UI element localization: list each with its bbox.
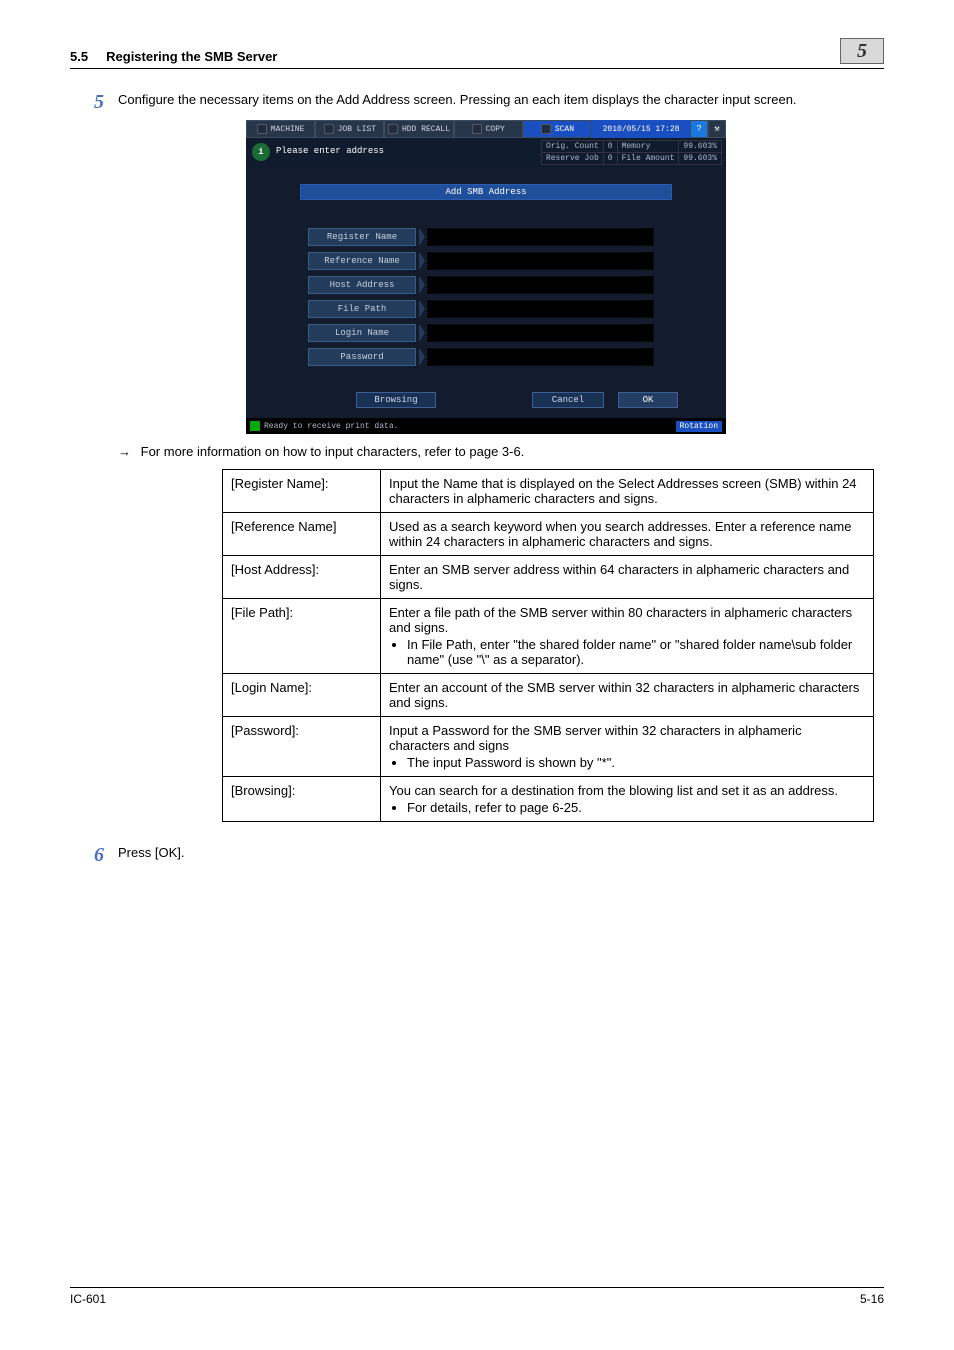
- page-header: 5.5 Registering the SMB Server 5: [70, 0, 884, 69]
- copy-icon: [472, 124, 482, 134]
- file-path-value[interactable]: [427, 300, 654, 318]
- help-icon[interactable]: ?: [690, 120, 708, 138]
- cancel-button[interactable]: Cancel: [532, 392, 604, 408]
- footer-page: 5-16: [860, 1292, 884, 1306]
- step-number-6: 6: [70, 844, 118, 867]
- spec-val: Enter an account of the SMB server withi…: [381, 674, 874, 717]
- chapter-badge: 5: [840, 38, 884, 64]
- login-name-value[interactable]: [427, 324, 654, 342]
- timestamp: 2010/05/15 17:28: [592, 120, 690, 138]
- spec-val: Enter a file path of the SMB server with…: [381, 599, 874, 674]
- login-name-button[interactable]: Login Name: [308, 324, 416, 342]
- section-heading: 5.5 Registering the SMB Server: [70, 49, 277, 64]
- reference-name-value[interactable]: [427, 252, 654, 270]
- host-address-button[interactable]: Host Address: [308, 276, 416, 294]
- add-address-screenshot: MACHINE JOB LIST HDD RECALL COPY SCAN 20…: [246, 120, 884, 434]
- register-name-button[interactable]: Register Name: [308, 228, 416, 246]
- cross-ref: → For more information on how to input c…: [118, 444, 884, 459]
- spec-key: [Login Name]:: [223, 674, 381, 717]
- tab-joblist[interactable]: JOB LIST: [315, 120, 384, 138]
- section-title: Registering the SMB Server: [106, 49, 277, 64]
- spec-key: [Reference Name]: [223, 513, 381, 556]
- ok-button[interactable]: OK: [618, 392, 678, 408]
- host-address-value[interactable]: [427, 276, 654, 294]
- list-icon: [324, 124, 334, 134]
- status-panel: Orig. Count0Memory99.603% Reserve Job0Fi…: [537, 138, 726, 168]
- tab-hdd-recall[interactable]: HDD RECALL: [384, 120, 453, 138]
- hdd-icon: [388, 124, 398, 134]
- spec-val: Input a Password for the SMB server with…: [381, 717, 874, 777]
- spec-val: Input the Name that is displayed on the …: [381, 470, 874, 513]
- tab-scan[interactable]: SCAN: [523, 120, 592, 138]
- panel-title: Add SMB Address: [300, 184, 672, 200]
- tab-machine[interactable]: MACHINE: [246, 120, 315, 138]
- prompt-text: Please enter address: [276, 138, 384, 168]
- step-6-text: Press [OK].: [118, 844, 884, 862]
- scan-icon: [541, 124, 551, 134]
- reference-name-button[interactable]: Reference Name: [308, 252, 416, 270]
- spec-key: [File Path]:: [223, 599, 381, 674]
- info-icon: i: [252, 143, 270, 161]
- page-footer: IC-601 5-16: [70, 1287, 884, 1306]
- file-path-button[interactable]: File Path: [308, 300, 416, 318]
- tab-copy[interactable]: COPY: [454, 120, 523, 138]
- step-5-text: Configure the necessary items on the Add…: [118, 91, 884, 109]
- spec-key: [Host Address]:: [223, 556, 381, 599]
- browsing-button[interactable]: Browsing: [356, 392, 436, 408]
- password-button[interactable]: Password: [308, 348, 416, 366]
- status-text: Ready to receive print data.: [264, 422, 398, 431]
- arrow-icon: →: [118, 444, 131, 459]
- rotation-badge: Rotation: [676, 421, 722, 432]
- service-icon[interactable]: ⚒: [708, 120, 726, 138]
- spec-key: [Browsing]:: [223, 777, 381, 822]
- field-spec-table: [Register Name]:Input the Name that is d…: [222, 469, 874, 822]
- spec-val: Enter an SMB server address within 64 ch…: [381, 556, 874, 599]
- status-icon: [250, 421, 260, 431]
- section-number: 5.5: [70, 49, 88, 64]
- register-name-value[interactable]: [427, 228, 654, 246]
- machine-icon: [257, 124, 267, 134]
- spec-key: [Register Name]:: [223, 470, 381, 513]
- spec-val: You can search for a destination from th…: [381, 777, 874, 822]
- spec-val: Used as a search keyword when you search…: [381, 513, 874, 556]
- step-number-5: 5: [70, 91, 118, 114]
- footer-model: IC-601: [70, 1292, 106, 1306]
- spec-key: [Password]:: [223, 717, 381, 777]
- password-value[interactable]: [427, 348, 654, 366]
